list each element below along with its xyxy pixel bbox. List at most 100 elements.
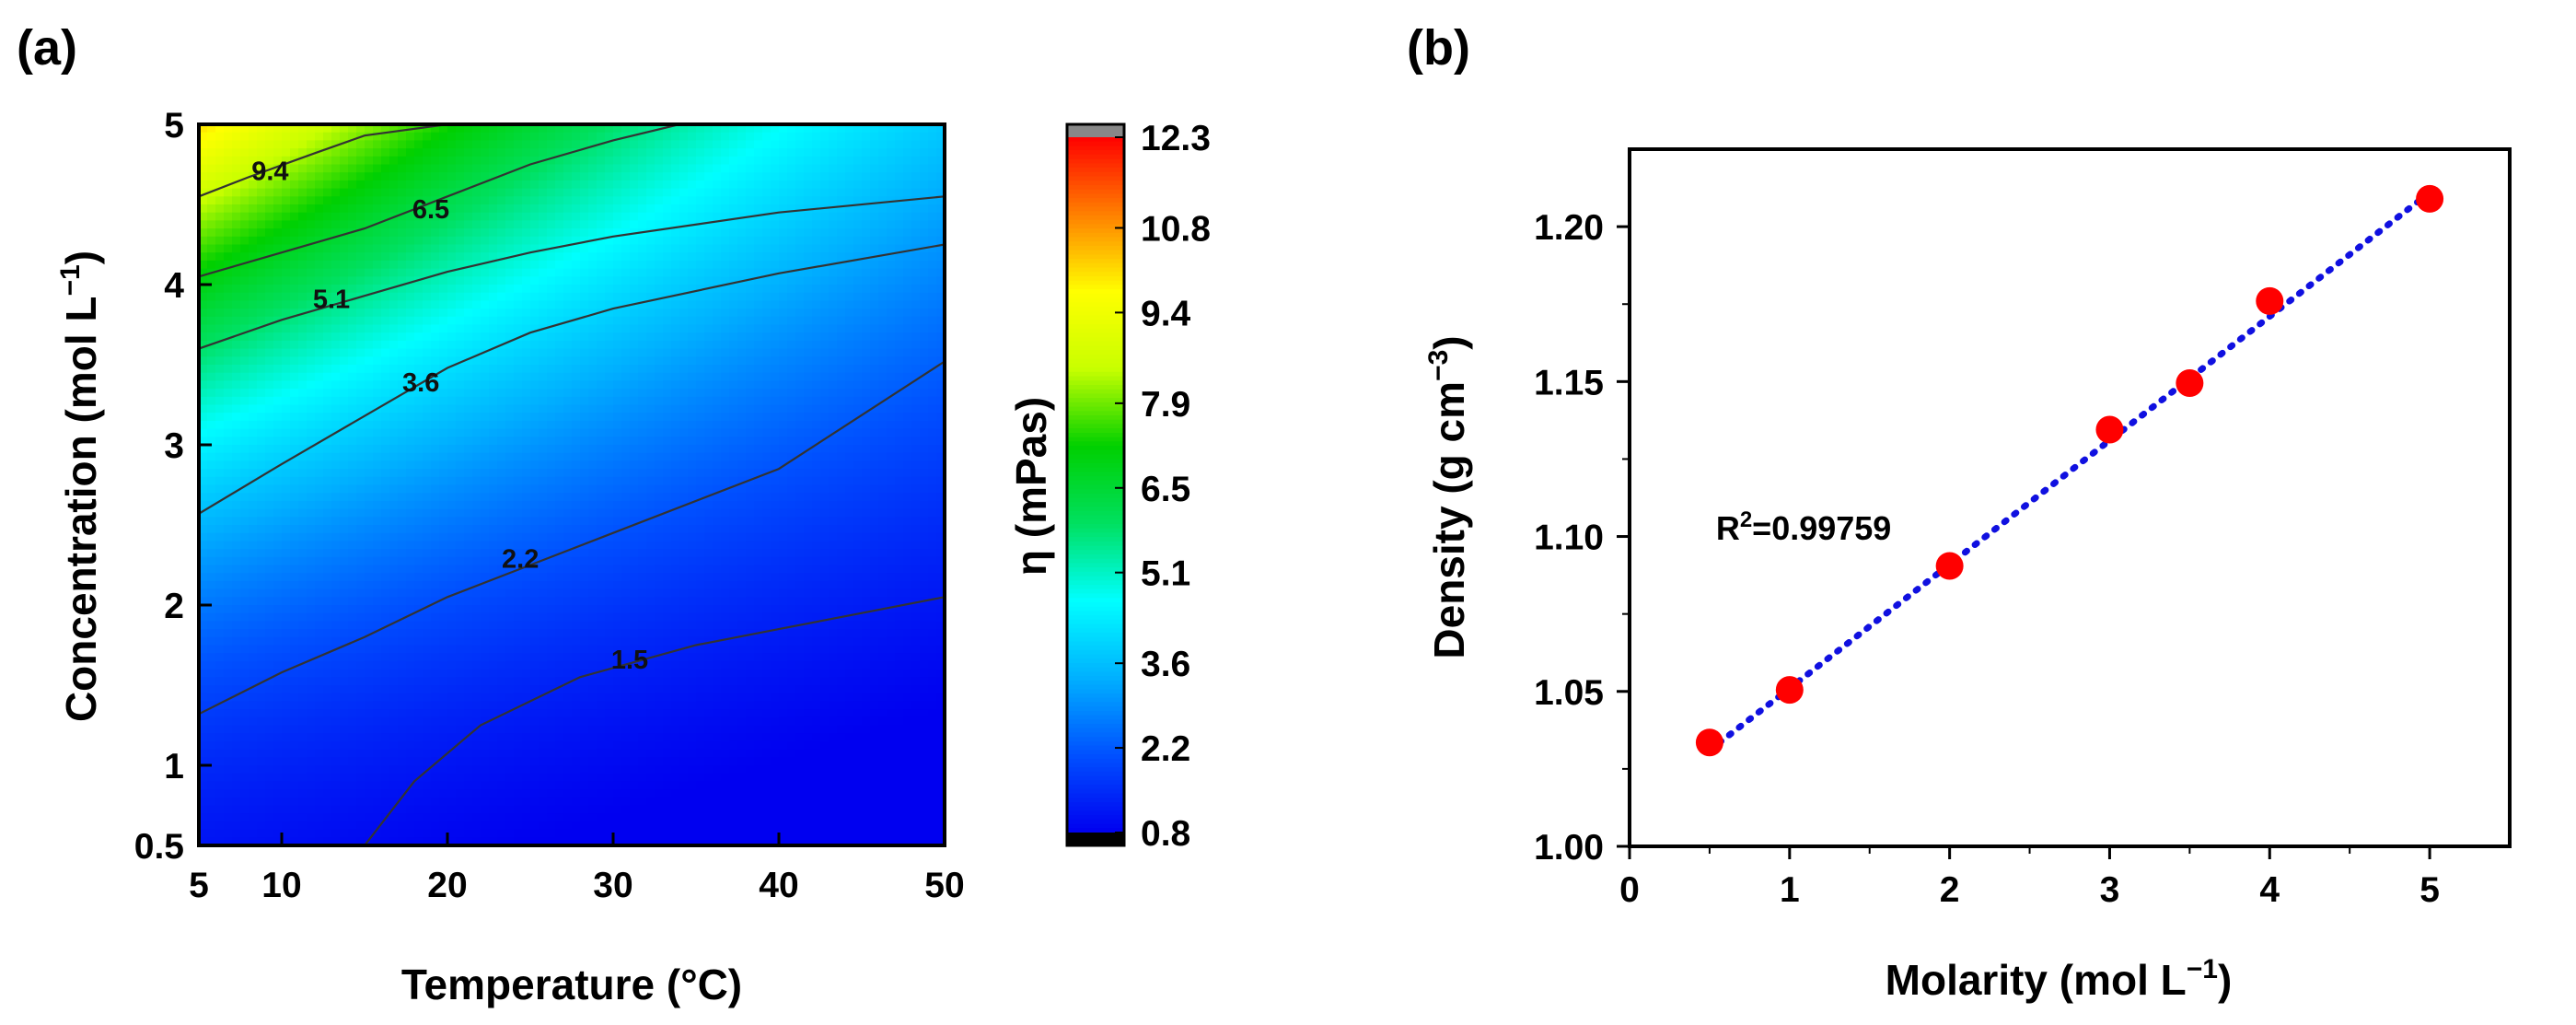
heatmap-cell bbox=[481, 797, 490, 807]
heatmap-cell bbox=[215, 404, 225, 413]
heatmap-cell bbox=[282, 629, 291, 638]
heatmap-cell bbox=[273, 837, 283, 845]
heatmap-cell bbox=[547, 493, 556, 502]
heatmap-cell bbox=[315, 805, 324, 814]
heatmap-cell bbox=[365, 813, 374, 822]
heatmap-cell bbox=[199, 612, 208, 623]
heatmap-cell bbox=[240, 612, 249, 623]
heatmap-cell bbox=[406, 677, 415, 686]
heatmap-cell bbox=[381, 740, 390, 751]
heatmap-cell bbox=[340, 445, 349, 454]
heatmap-cell bbox=[464, 276, 473, 285]
heatmap-cell bbox=[389, 677, 399, 686]
heatmap-cell bbox=[315, 252, 324, 262]
heatmap-cell bbox=[497, 469, 506, 478]
heatmap-cell bbox=[481, 413, 490, 422]
heatmap-cell bbox=[605, 228, 614, 238]
heatmap-cell bbox=[215, 765, 225, 775]
heatmap-cell bbox=[464, 316, 473, 326]
heatmap-cell bbox=[580, 749, 589, 759]
heatmap-cell bbox=[514, 148, 523, 157]
heatmap-cell bbox=[439, 404, 448, 413]
heatmap-cell bbox=[588, 580, 598, 590]
heatmap-cell bbox=[497, 725, 506, 734]
heatmap-cell bbox=[555, 781, 564, 790]
heatmap-cell bbox=[638, 285, 647, 294]
heatmap-cell bbox=[307, 164, 316, 173]
heatmap-cell bbox=[381, 493, 390, 502]
heatmap-cell bbox=[199, 164, 208, 173]
heatmap-cell bbox=[224, 556, 233, 566]
heatmap-cell bbox=[373, 765, 382, 775]
heatmap-cell bbox=[597, 236, 606, 246]
heatmap-cell bbox=[572, 156, 581, 166]
heatmap-cell bbox=[431, 445, 440, 454]
heatmap-cell bbox=[481, 204, 490, 214]
heatmap-cell bbox=[290, 316, 299, 326]
heatmap-cell bbox=[414, 404, 424, 413]
heatmap-cell bbox=[456, 660, 465, 670]
heatmap-cell bbox=[655, 268, 664, 278]
heatmap-cell bbox=[348, 404, 357, 413]
heatmap-cell bbox=[572, 805, 581, 814]
heatmap-cell bbox=[315, 356, 324, 366]
heatmap-cell bbox=[257, 493, 266, 502]
heatmap-cell bbox=[365, 532, 374, 542]
heatmap-cell bbox=[290, 789, 299, 798]
heatmap-cell bbox=[572, 693, 581, 703]
heatmap-cell bbox=[315, 789, 324, 798]
heatmap-cell bbox=[365, 709, 374, 718]
heatmap-cell bbox=[522, 709, 531, 718]
heatmap-cell bbox=[224, 285, 233, 294]
heatmap-cell bbox=[514, 837, 523, 845]
heatmap-cell bbox=[464, 445, 473, 454]
heatmap-cell bbox=[630, 517, 639, 526]
heatmap-cell bbox=[439, 300, 448, 309]
heatmap-cell bbox=[481, 172, 490, 181]
heatmap-cell bbox=[605, 709, 614, 718]
heatmap-cell bbox=[489, 445, 498, 454]
heatmap-cell bbox=[447, 340, 457, 350]
heatmap-cell bbox=[414, 725, 424, 734]
heatmap-cell bbox=[638, 452, 647, 462]
heatmap-cell bbox=[207, 124, 216, 134]
heatmap-cell bbox=[514, 324, 523, 333]
heatmap-cell bbox=[646, 701, 656, 710]
heatmap-cell bbox=[447, 500, 457, 510]
heatmap-cell bbox=[331, 460, 341, 470]
heatmap-cell bbox=[630, 709, 639, 718]
heatmap-cell bbox=[307, 821, 316, 831]
heatmap-cell bbox=[257, 525, 266, 534]
heatmap-cell bbox=[249, 765, 258, 775]
heatmap-cell bbox=[605, 180, 614, 190]
heatmap-cell bbox=[406, 365, 415, 374]
heatmap-cell bbox=[497, 749, 506, 759]
heatmap-cell bbox=[539, 805, 548, 814]
heatmap-cell bbox=[514, 445, 523, 454]
heatmap-cell bbox=[580, 612, 589, 623]
heatmap-cell bbox=[588, 621, 598, 630]
heatmap-cell bbox=[563, 180, 573, 190]
heatmap-cell bbox=[356, 837, 366, 845]
heatmap-cell bbox=[414, 517, 424, 526]
heatmap-cell bbox=[646, 268, 656, 278]
heatmap-cell bbox=[530, 124, 540, 134]
heatmap-cell bbox=[505, 532, 515, 542]
heatmap-cell bbox=[307, 348, 316, 358]
heatmap-cell bbox=[207, 413, 216, 422]
heatmap-cell bbox=[257, 300, 266, 309]
heatmap-cell bbox=[646, 172, 656, 181]
heatmap-cell bbox=[373, 629, 382, 638]
heatmap-cell bbox=[439, 549, 448, 558]
heatmap-cell bbox=[497, 316, 506, 326]
heatmap-cell bbox=[290, 636, 299, 646]
heatmap-cell bbox=[348, 573, 357, 582]
heatmap-cell bbox=[613, 749, 622, 759]
heatmap-cell bbox=[290, 565, 299, 574]
heatmap-cell bbox=[323, 372, 332, 382]
heatmap-cell bbox=[365, 212, 374, 222]
heatmap-cell bbox=[215, 829, 225, 839]
heatmap-cell bbox=[505, 356, 515, 366]
heatmap-cell bbox=[539, 236, 548, 246]
heatmap-cell bbox=[489, 300, 498, 309]
